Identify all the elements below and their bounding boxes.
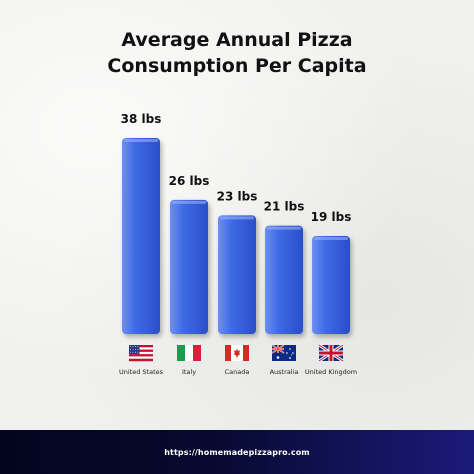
bar-top-highlight (267, 226, 301, 230)
country-label: Australia (270, 368, 299, 376)
bar-group-4: 21 lbs Australia (264, 200, 305, 376)
bar-group-5: 19 lbs United Kingdom (305, 210, 357, 376)
bar-top-highlight (172, 200, 206, 204)
value-label: 38 lbs (121, 112, 162, 126)
value-label: 23 lbs (217, 189, 258, 203)
bar-top-highlight (124, 139, 158, 142)
bar-canada (218, 215, 256, 334)
bar-group-1: 38 lbs United States (119, 112, 164, 376)
footer-bar: https://homemadepizzapro.com (0, 430, 474, 474)
country-label: Italy (182, 368, 196, 376)
bar-united-kingdom (312, 236, 350, 334)
canada-flag-icon (225, 345, 249, 361)
title-line-1: Average Annual Pizza (121, 29, 353, 51)
value-label: 19 lbs (311, 210, 352, 224)
bar-group-3: 23 lbs Canada (217, 189, 258, 376)
bar-australia (265, 225, 303, 334)
us-flag-icon (129, 345, 153, 362)
value-label: 26 lbs (169, 174, 210, 188)
footer-url[interactable]: https://homemadepizzapro.com (164, 447, 310, 457)
bar-united-states (122, 138, 160, 334)
paper-background (0, 0, 474, 430)
country-label: Canada (225, 368, 250, 376)
bar-group-2: 26 lbs Italy (169, 174, 210, 376)
value-label: 21 lbs (264, 200, 305, 214)
title-line-2: Consumption Per Capita (107, 55, 367, 77)
australia-flag-icon (271, 344, 296, 361)
bar-top-highlight (220, 216, 254, 220)
bar-chart: 38 lbs United States 26 lbs Italy 23 lbs Cana… (119, 112, 357, 376)
uk-flag-icon (318, 343, 344, 363)
bar-top-highlight (314, 237, 348, 240)
country-label: United Kingdom (305, 368, 357, 376)
chart-title: Average Annual Pizza Consumption Per Cap… (0, 27, 474, 79)
italy-flag-icon (177, 345, 201, 361)
bar-italy (170, 199, 208, 334)
country-label: United States (119, 368, 164, 376)
